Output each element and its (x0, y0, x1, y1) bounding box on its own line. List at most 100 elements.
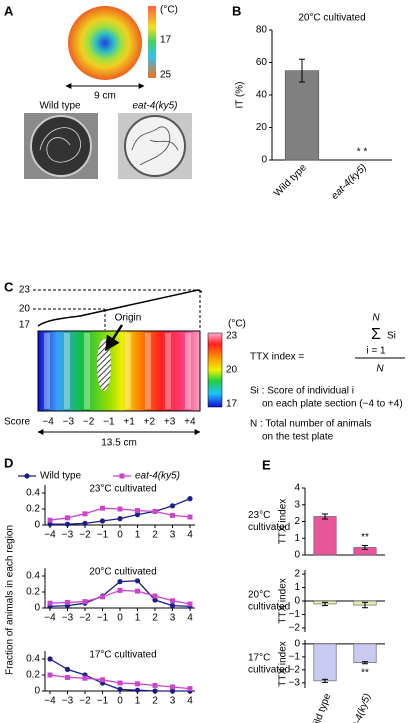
marker (169, 503, 176, 509)
formula-term: Si (387, 331, 396, 342)
formula-lhs: TTX index = (250, 352, 304, 363)
definition: on the test plate (262, 432, 334, 443)
x-tick-label: eat-4(ky5) (348, 692, 374, 723)
x-tick-label: 2 (152, 696, 158, 707)
score: +2 (144, 417, 156, 428)
color-scale (207, 332, 223, 408)
annotation: ** (361, 532, 369, 543)
marker (134, 511, 141, 518)
annotation: ** (361, 667, 369, 678)
chart-title: 17°C (248, 653, 270, 664)
panel-label: D (4, 455, 13, 470)
x-tick-label: 3 (170, 530, 176, 541)
marker (65, 674, 70, 680)
heat-plate (68, 6, 142, 80)
scale-unit: (°C) (160, 5, 178, 16)
marker (135, 588, 140, 594)
marker (65, 599, 70, 605)
track (39, 127, 81, 163)
x-tick-label: 3 (170, 613, 176, 624)
definition: N : Total number of animals (250, 419, 372, 430)
x-tick-label: 0 (117, 696, 123, 707)
formula-lower: i = 1 (366, 346, 386, 357)
chart-title: 17°C cultivated (89, 650, 156, 661)
chart-title: 23°C cultivated (89, 484, 156, 495)
score: +1 (123, 417, 135, 428)
marker (99, 518, 106, 524)
width-label: 9 cm (94, 91, 116, 102)
y-tick-label: 0.4 (26, 488, 40, 499)
definition: on each plate section (−4 to +4) (262, 399, 403, 410)
width-label: 13.5 cm (101, 438, 137, 449)
marker (64, 666, 71, 673)
chart-title: cultivated (248, 602, 290, 613)
bar (313, 516, 337, 556)
bar (313, 643, 337, 682)
y-tick-label: 80 (256, 25, 268, 36)
marker (187, 496, 193, 502)
score-label: Score (4, 417, 31, 428)
scale-unit: (°C) (228, 319, 246, 330)
chart-title: 20°C cultivated (89, 567, 156, 578)
chart-title: 20°C (248, 590, 270, 601)
panel-label: B (232, 3, 241, 18)
y-tick-label: 4 (294, 483, 300, 494)
formula-upper: N (372, 313, 380, 324)
x-tick-label: −4 (44, 530, 56, 541)
legend-label: Wild type (40, 471, 82, 482)
x-tick-label: −3 (62, 696, 74, 707)
score: −2 (83, 417, 95, 428)
origin-area (97, 339, 111, 391)
marker (64, 521, 71, 527)
marker (117, 579, 123, 585)
y-tick-label: 0.2 (26, 670, 40, 681)
marker (47, 672, 53, 678)
definition: Si : Score of individual i (250, 386, 354, 397)
marker (82, 599, 88, 605)
photo-plate (30, 115, 92, 177)
y-tick-label: 0.4 (26, 654, 40, 665)
chart-title: cultivated (248, 522, 290, 533)
x-tick-label: −4 (44, 696, 56, 707)
origin-label: Origin (115, 313, 142, 324)
score: −1 (103, 417, 115, 428)
marker (117, 516, 123, 522)
bar (284, 70, 320, 161)
y-axis-label: TTX index (278, 641, 289, 687)
marker (135, 681, 140, 687)
marker (187, 601, 193, 607)
legend-label: eat-4(ky5) (135, 471, 180, 482)
x-tick-label: 3 (170, 696, 176, 707)
x-tick-label: −2 (79, 696, 91, 707)
y-axis-label: IT (%) (235, 81, 246, 108)
x-tick-label: Wild type (309, 692, 334, 723)
y-tick-label: 60 (256, 57, 268, 68)
track (131, 126, 179, 166)
marker (135, 508, 140, 514)
formula-denominator: N (376, 364, 384, 375)
chart-title: cultivated (248, 665, 290, 676)
x-tick-label: 2 (152, 613, 158, 624)
x-tick-label: 4 (187, 530, 193, 541)
marker (100, 505, 105, 511)
marker (47, 521, 53, 527)
legend-marker (24, 473, 30, 479)
marker (82, 511, 88, 517)
marker (82, 520, 88, 527)
x-tick-label: −4 (44, 613, 56, 624)
y-tick-label: 40 (256, 90, 268, 101)
marker (187, 686, 193, 692)
y-tick-label: 0 (34, 686, 40, 697)
x-tick-label: −3 (62, 530, 74, 541)
score: +4 (184, 417, 196, 428)
marker (169, 688, 176, 694)
x-tick-label: 1 (135, 530, 141, 541)
y-tick-label: −2 (289, 623, 301, 634)
temp-tick: 20 (19, 304, 31, 315)
scale-label: 25 (160, 70, 172, 81)
plate-sections (44, 333, 191, 409)
marker (47, 656, 53, 662)
temperature-profile (37, 289, 203, 327)
temp-tick: 23 (19, 285, 31, 296)
